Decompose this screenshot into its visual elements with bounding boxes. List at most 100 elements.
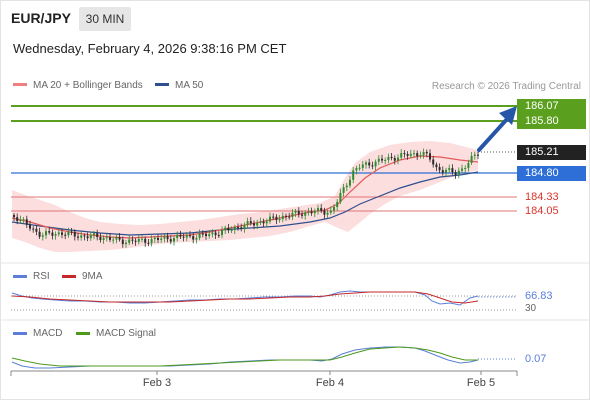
rsi-line	[11, 290, 479, 306]
candle-body	[320, 208, 323, 211]
candle-body	[310, 211, 313, 214]
last-price-tag	[517, 145, 586, 160]
candle-body	[48, 231, 51, 233]
target-high-tag	[517, 99, 586, 114]
pivot-tag	[517, 166, 586, 181]
candle-body	[22, 219, 25, 221]
candle-body	[390, 156, 393, 159]
candle-body	[393, 158, 396, 161]
candle-body	[333, 206, 335, 211]
candle-body	[201, 233, 204, 235]
macd-value: 0.07	[525, 353, 547, 365]
candle-body	[329, 210, 332, 213]
candle-body	[109, 237, 111, 240]
candle-body	[233, 226, 236, 231]
candle-body	[397, 157, 399, 161]
rsi-ma-line	[11, 291, 479, 304]
candle-body	[368, 162, 371, 166]
candle-body	[425, 151, 428, 154]
candle-body	[224, 227, 227, 231]
candle-body	[221, 230, 223, 236]
candle-body	[374, 161, 377, 167]
candle-body	[259, 221, 262, 223]
candle-body	[182, 236, 185, 238]
candle-body	[441, 170, 444, 173]
candle-body	[294, 210, 297, 213]
timeframe-button[interactable]: 30 MIN	[79, 7, 131, 31]
support2-value: 184.05	[525, 205, 559, 217]
candle-body	[317, 208, 319, 212]
candle-body	[153, 237, 156, 240]
candle-body	[291, 212, 294, 217]
support1-value: 184.33	[525, 191, 559, 203]
candle-body	[77, 236, 79, 238]
rsi-ma-label: 9MA	[82, 271, 103, 282]
candle-body	[240, 227, 243, 229]
macd-swatch-icon	[13, 332, 27, 335]
macd-label: MACD	[33, 328, 63, 339]
target-high-value: 186.07	[525, 100, 559, 112]
candle-body	[281, 215, 284, 220]
bollinger-band	[12, 141, 478, 252]
candle-body	[432, 159, 435, 165]
candle-body	[272, 216, 275, 218]
candle-body	[429, 153, 431, 160]
candle-body	[419, 155, 422, 157]
candle-body	[35, 228, 38, 232]
candle-body	[406, 154, 409, 156]
candle-body	[179, 234, 182, 237]
pivot-value: 184.80	[525, 167, 559, 179]
candle-body	[80, 235, 83, 238]
candle-body	[349, 179, 351, 186]
candle-body	[227, 227, 230, 231]
macd-signal-label: MACD Signal	[96, 328, 157, 339]
candle-body	[313, 211, 316, 214]
candle-body	[73, 231, 76, 237]
candle-body	[169, 239, 172, 242]
candle-body	[384, 159, 387, 161]
target-low-value: 185.80	[525, 115, 559, 127]
candle-body	[163, 236, 166, 239]
candle-body	[141, 238, 143, 240]
candle-body	[96, 233, 99, 238]
candle-body	[105, 237, 108, 239]
rsi-label: RSI	[33, 271, 50, 282]
candle-body	[67, 231, 70, 236]
macd-signal-swatch-icon	[76, 332, 90, 335]
candle-body	[358, 167, 361, 169]
candle-body	[32, 228, 35, 230]
candle-body	[403, 153, 406, 155]
candle-body	[400, 153, 403, 158]
candle-body	[198, 233, 201, 238]
candle-body	[173, 238, 175, 242]
candle-body	[83, 235, 86, 237]
candle-body	[214, 232, 217, 236]
candle-body	[41, 235, 44, 237]
candle-body	[297, 210, 300, 215]
x-label-feb5: Feb 5	[466, 377, 496, 389]
candle-body	[249, 221, 252, 224]
candle-body	[365, 162, 367, 165]
candle-body	[29, 224, 31, 229]
candle-body	[16, 217, 19, 222]
candle-body	[118, 237, 121, 240]
rsi-level-30-label: 30	[525, 303, 537, 314]
candle-body	[189, 235, 191, 237]
forecast-arrow-shaft	[477, 116, 510, 152]
candle-body	[409, 153, 412, 156]
candle-body	[243, 225, 246, 229]
candle-body	[445, 169, 447, 173]
candle-body	[192, 236, 195, 240]
target-low-tag	[517, 114, 586, 129]
candle-body	[230, 230, 233, 232]
candle-body	[256, 222, 259, 226]
candle-body	[125, 242, 127, 245]
candle-body	[387, 156, 390, 160]
candle-body	[112, 239, 115, 241]
candle-body	[464, 168, 467, 170]
candle-body	[128, 239, 131, 243]
candle-body	[361, 164, 364, 168]
candle-body	[160, 238, 163, 240]
candle-body	[371, 165, 374, 167]
rsi-swatch-icon	[13, 275, 27, 278]
